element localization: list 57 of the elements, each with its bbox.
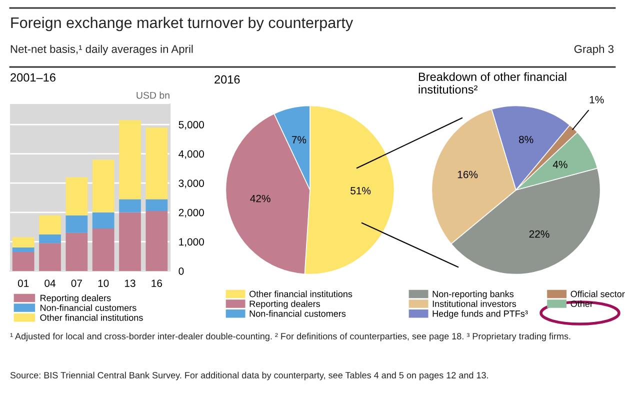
x-tick-label: 13 [125,280,136,287]
legend-label: Non-financial customers [40,304,136,312]
y-tick-label: 5,000 [178,121,204,130]
legend-label: Non-financial customers [250,310,346,317]
bar [39,215,61,234]
legend-label: Non-reporting banks [432,290,514,299]
data-label: 22% [529,230,550,238]
y-tick-label: 4,000 [178,150,204,159]
data-label: 8% [518,136,534,144]
bar [119,199,141,212]
bar [119,212,141,271]
x-tick-label: 07 [71,280,82,287]
legend-label: Other financial institutions [250,290,352,298]
bar [12,248,34,252]
bar [92,228,114,271]
legend-label: Reporting dealers [250,300,320,309]
y-tick-label: 2,000 [178,208,204,218]
data-label: 42% [250,194,270,202]
bar [66,177,88,216]
text: ¹ Adjusted for local and cross-border inter-dealer double-counting. ² For definitions of counterparties, see page 18. ³ Proprietary trading firms. [10,332,570,342]
legend-label: Reporting dealers [40,294,111,303]
source-note: Source: BIS Triennial Central Bank Survey. For additional data by counterparty, see Tables 4 and 5 on pages 12 and 13. [10,372,488,380]
bar [12,237,34,248]
x-tick-label: 10 [98,280,109,287]
legend-label: Institutional investors [432,300,516,308]
y-tick-label: 0 [178,268,184,275]
x-tick-label: 04 [44,280,56,287]
bar [39,243,61,271]
legend-label: Hedge funds and PTFs³ [432,310,528,319]
caption: Graph 3 [574,44,614,56]
bar [66,232,88,271]
y-axis-title: USD bn [136,92,170,99]
bar [92,160,114,212]
bar [39,234,61,244]
chart-title: 2016 [214,75,240,84]
bar [12,252,34,271]
legend-label: Other financial institutions [40,314,143,321]
data-label: 51% [350,187,371,194]
data-label: 7% [292,136,306,144]
chart-title: 2001–16 [10,73,56,82]
text: Net-net basis,¹ daily averages in April [10,44,193,56]
text: Foreign exchange market turnover by counterparty [11,16,354,32]
bar [66,215,88,233]
x-tick-label: 16 [152,280,162,287]
bar [146,210,168,271]
x-tick-label: 01 [18,280,29,287]
bar [92,212,114,229]
chart-title: Breakdown of other financial institutions² [418,72,566,94]
y-tick-label: 1,000 [179,238,204,247]
bar [119,120,141,200]
bar [146,199,168,211]
legend-label: Official sector [570,290,625,298]
data-label: 16% [458,170,478,178]
y-tick-label: 3,000 [178,180,204,188]
data-label: 4% [552,160,568,168]
bar [146,127,168,200]
data-label: 1% [590,96,604,104]
